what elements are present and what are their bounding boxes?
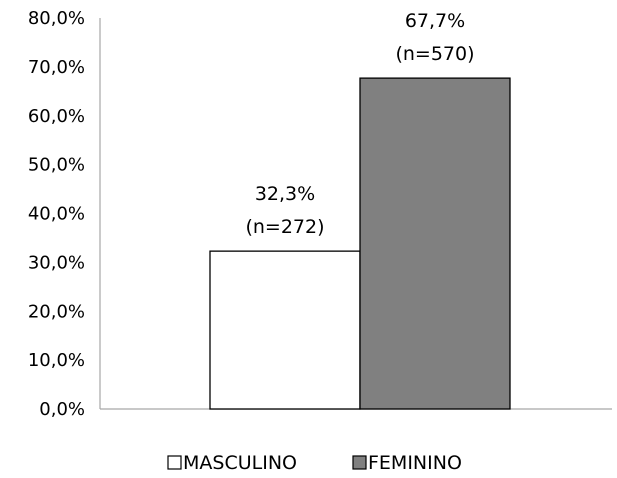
legend-swatch-feminino: [352, 455, 367, 470]
data-label-percent: 32,3%: [255, 183, 315, 205]
bar-masculino: [209, 250, 361, 410]
legend-label-masculino: MASCULINO: [183, 452, 297, 474]
y-tick-label: 60,0%: [28, 106, 85, 127]
bars: [209, 77, 511, 410]
legend-swatch-masculino: [167, 455, 182, 470]
y-tick-label: 50,0%: [28, 155, 85, 176]
data-labels: 32,3% (n=272) 67,7% (n=570): [245, 10, 474, 238]
y-axis-ticks: 0,0% 10,0% 20,0% 30,0% 40,0% 50,0% 60,0% 70,0% 8…: [28, 8, 85, 420]
bar-feminino: [359, 77, 511, 410]
y-tick-label: 10,0%: [28, 350, 85, 371]
data-label-count: (n=570): [395, 43, 474, 65]
data-label-count: (n=272): [245, 216, 324, 238]
y-tick-label: 20,0%: [28, 301, 85, 322]
y-tick-label: 80,0%: [28, 8, 85, 29]
y-tick-label: 30,0%: [28, 252, 85, 273]
legend: MASCULINO FEMININO: [167, 452, 462, 474]
y-tick-label: 70,0%: [28, 57, 85, 78]
y-tick-label: 0,0%: [39, 399, 85, 420]
data-label-percent: 67,7%: [405, 10, 465, 32]
legend-label-feminino: FEMININO: [368, 452, 462, 474]
y-tick-label: 40,0%: [28, 204, 85, 225]
